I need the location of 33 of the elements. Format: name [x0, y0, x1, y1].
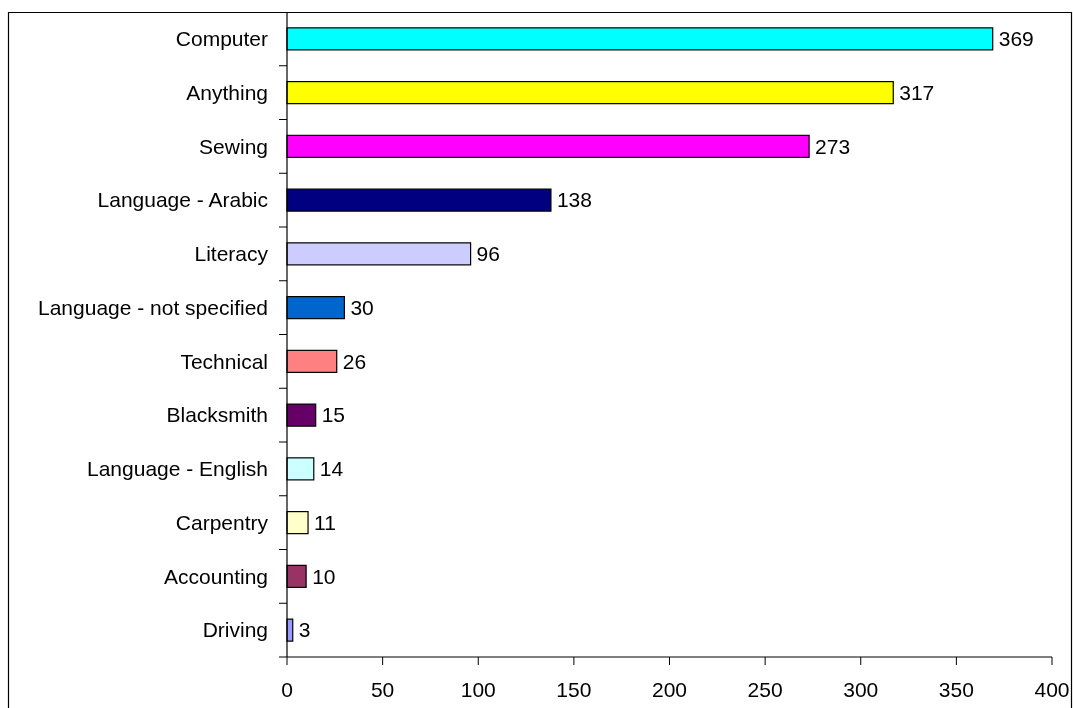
data-label: 138 — [556, 188, 592, 212]
x-tick-label: 400 — [1034, 678, 1070, 701]
y-tick-label: Computer — [175, 27, 269, 51]
x-tick-label: 200 — [651, 678, 688, 701]
data-label: 11 — [314, 510, 336, 534]
data-label: 317 — [899, 80, 935, 104]
data-label: 14 — [319, 457, 344, 481]
data-label: 3 — [298, 618, 311, 642]
data-label: 10 — [312, 564, 336, 588]
data-label: 30 — [350, 295, 374, 319]
data-label: 369 — [998, 27, 1034, 51]
x-tick-label: 0 — [281, 678, 293, 701]
y-tick-label: Carpentry — [175, 510, 269, 534]
data-label: 26 — [342, 349, 367, 373]
y-tick-label: Language - Arabic — [97, 188, 268, 212]
y-tick-label: Sewing — [199, 134, 268, 158]
y-tick-label: Language - English — [87, 457, 268, 481]
y-tick-label: Literacy — [194, 242, 269, 266]
y-tick-label: Blacksmith — [166, 403, 268, 427]
x-tick-label: 250 — [747, 678, 783, 701]
data-label: 15 — [321, 403, 346, 427]
x-tick-label: 350 — [938, 678, 974, 701]
y-tick-label: Anything — [186, 80, 268, 104]
x-tick-label: 150 — [556, 678, 592, 701]
data-label: 96 — [476, 242, 500, 266]
y-tick-label: Technical — [180, 349, 268, 373]
y-tick-label: Driving — [202, 618, 268, 642]
x-tick-label: 100 — [460, 678, 496, 701]
y-tick-label: Accounting — [164, 564, 268, 588]
x-tick-label: 300 — [843, 678, 879, 701]
x-tick-label: 50 — [370, 678, 395, 701]
y-tick-label: Language - not specified — [37, 295, 268, 319]
data-label: 273 — [815, 134, 851, 158]
